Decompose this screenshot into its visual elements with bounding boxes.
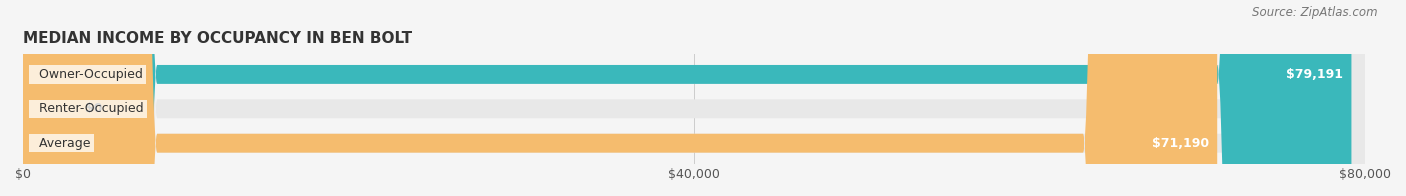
FancyBboxPatch shape (22, 0, 1365, 196)
FancyBboxPatch shape (22, 0, 1218, 196)
Text: Renter-Occupied: Renter-Occupied (31, 102, 143, 115)
Text: $71,190: $71,190 (1152, 137, 1209, 150)
Text: Owner-Occupied: Owner-Occupied (31, 68, 143, 81)
Text: Average: Average (31, 137, 91, 150)
FancyBboxPatch shape (22, 0, 1365, 196)
Text: MEDIAN INCOME BY OCCUPANCY IN BEN BOLT: MEDIAN INCOME BY OCCUPANCY IN BEN BOLT (22, 31, 412, 46)
Text: $79,191: $79,191 (1286, 68, 1343, 81)
FancyBboxPatch shape (22, 0, 1351, 196)
Text: Source: ZipAtlas.com: Source: ZipAtlas.com (1253, 6, 1378, 19)
FancyBboxPatch shape (22, 0, 77, 196)
FancyBboxPatch shape (22, 0, 1365, 196)
Text: $0: $0 (86, 102, 103, 115)
